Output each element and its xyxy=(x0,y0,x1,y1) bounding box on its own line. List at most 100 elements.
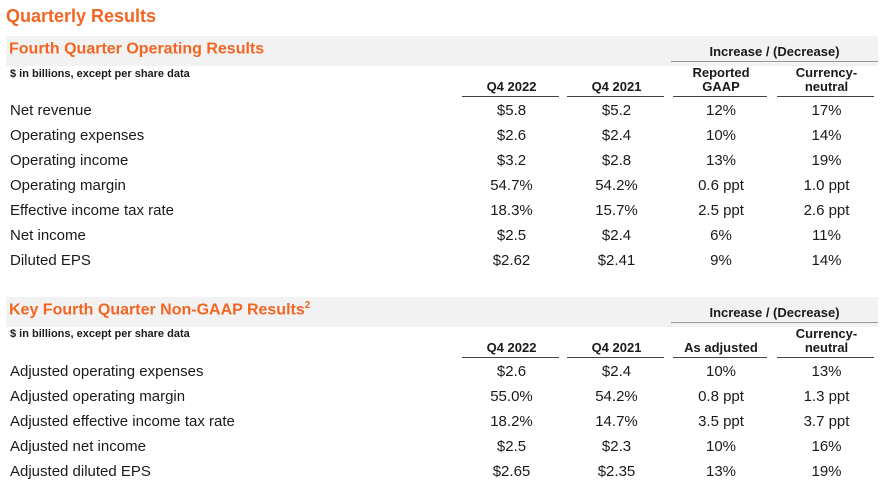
table-cell: 13% xyxy=(705,463,737,480)
footnote-mark: 2 xyxy=(304,300,311,311)
column-header-line: Q4 2021 xyxy=(591,79,642,94)
row-label: Diluted EPS xyxy=(10,252,91,269)
table-cell: 17% xyxy=(811,102,842,119)
column-header: Q4 2021 xyxy=(565,341,668,355)
table-cell: 2.5 ppt xyxy=(698,202,744,219)
table-cell: 10% xyxy=(705,438,737,455)
column-header-line: Q4 2022 xyxy=(486,340,537,355)
column-header-line: Q4 2022 xyxy=(486,79,537,94)
table-cell: 19% xyxy=(811,152,842,169)
group-header-rule xyxy=(671,61,878,62)
row-label: Operating margin xyxy=(10,177,126,194)
table-cell: 6% xyxy=(710,227,732,244)
table-cell: $3.2 xyxy=(496,152,527,169)
column-header: Q4 2022 xyxy=(460,341,563,355)
table-cell: 15.7% xyxy=(595,202,638,219)
table-cell: $2.41 xyxy=(597,252,636,269)
column-header-rule xyxy=(673,357,767,358)
section-title-text: Fourth Quarter Operating Results xyxy=(9,40,265,58)
section-title: Fourth Quarter Operating Results xyxy=(9,39,264,58)
group-header-rule xyxy=(671,322,878,323)
row-label: Operating income xyxy=(10,152,129,169)
table-cell: 16% xyxy=(811,438,842,455)
table-cell: 10% xyxy=(705,363,737,380)
table-cell: $2.4 xyxy=(601,363,632,380)
row-label: Adjusted operating expenses xyxy=(10,363,204,380)
column-header-rule xyxy=(777,96,874,97)
table-cell: 54.7% xyxy=(490,177,533,194)
table-cell: $5.8 xyxy=(496,102,527,119)
column-header: Q4 2022 xyxy=(460,80,563,94)
gaap-results-section: Fourth Quarter Operating Results $ in bi… xyxy=(6,36,878,274)
column-header-line: Currency- xyxy=(795,65,858,80)
column-header-line: Q4 2021 xyxy=(591,340,642,355)
column-header-rule xyxy=(567,357,664,358)
table-cell: $2.6 xyxy=(496,127,527,144)
table-cell: 10% xyxy=(705,127,737,144)
row-label: Adjusted effective income tax rate xyxy=(10,413,235,430)
column-header: Currency-neutral xyxy=(775,327,878,355)
table-cell: 14.7% xyxy=(595,413,638,430)
table-cell: $2.65 xyxy=(492,463,531,480)
table-cell: 1.3 ppt xyxy=(803,388,850,405)
table-cell: $2.35 xyxy=(597,463,636,480)
table-cell: $2.62 xyxy=(492,252,531,269)
table-cell: 19% xyxy=(811,463,842,480)
row-label: Operating expenses xyxy=(10,127,145,144)
table-cell: $2.3 xyxy=(601,438,632,455)
section-title-text: Key Fourth Quarter Non-GAAP Results xyxy=(9,301,305,319)
column-header-line: As adjusted xyxy=(684,340,758,355)
units-note: $ in billions, except per share data xyxy=(10,68,190,80)
page-title: Quarterly Results xyxy=(6,6,157,26)
table-cell: $2.8 xyxy=(601,152,632,169)
column-header-line: Reported xyxy=(692,65,750,80)
table-cell: $2.5 xyxy=(496,227,527,244)
column-header: Currency-neutral xyxy=(775,66,878,94)
column-header-line: GAAP xyxy=(702,79,740,94)
table-cell: $2.5 xyxy=(496,438,527,455)
section-title: Key Fourth Quarter Non-GAAP Results2 xyxy=(9,300,310,319)
row-label: Adjusted operating margin xyxy=(10,388,186,405)
row-label: Net income xyxy=(10,227,86,244)
table-cell: 3.7 ppt xyxy=(803,413,850,430)
column-header-rule xyxy=(777,357,874,358)
table-cell: 1.0 ppt xyxy=(803,177,850,194)
group-header: Increase / (Decrease) xyxy=(709,44,840,59)
table-cell: 13% xyxy=(811,363,842,380)
column-header: Reported GAAP xyxy=(671,66,771,94)
table-cell: 14% xyxy=(811,127,842,144)
table-cell: 11% xyxy=(812,227,841,244)
table-cell: 18.3% xyxy=(490,202,533,219)
table-cell: $2.6 xyxy=(496,363,527,380)
table-cell: 18.2% xyxy=(490,413,533,430)
column-header-line: Currency- xyxy=(795,326,858,341)
table-cell: 3.5 ppt xyxy=(698,413,744,430)
column-header: Q4 2021 xyxy=(565,80,668,94)
column-header: As adjusted xyxy=(671,341,771,355)
table-cell: 0.8 ppt xyxy=(698,388,744,405)
table-cell: $2.4 xyxy=(601,127,632,144)
column-header-rule xyxy=(673,96,767,97)
column-header-rule xyxy=(567,96,664,97)
row-label: Adjusted diluted EPS xyxy=(10,463,151,480)
units-note: $ in billions, except per share data xyxy=(10,328,190,340)
row-label: Effective income tax rate xyxy=(10,202,174,219)
table-cell: 13% xyxy=(705,152,737,169)
table-cell: $5.2 xyxy=(601,102,632,119)
row-label: Adjusted net income xyxy=(10,438,146,455)
table-cell: 0.6 ppt xyxy=(698,177,744,194)
column-header-line: neutral xyxy=(804,79,849,94)
table-cell: 12% xyxy=(705,102,737,119)
nongaap-results-section: Key Fourth Quarter Non-GAAP Results2 $ i… xyxy=(6,297,878,487)
column-header-rule xyxy=(462,96,559,97)
table-cell: 9% xyxy=(710,252,732,269)
table-cell: 54.2% xyxy=(595,177,638,194)
table-cell: 14% xyxy=(811,252,842,269)
group-header: Increase / (Decrease) xyxy=(709,305,840,320)
row-label: Net revenue xyxy=(10,102,92,119)
table-cell: 54.2% xyxy=(595,388,638,405)
table-cell: 2.6 ppt xyxy=(803,202,850,219)
table-cell: 55.0% xyxy=(490,388,533,405)
column-header-rule xyxy=(462,357,559,358)
table-cell: $2.4 xyxy=(601,227,632,244)
